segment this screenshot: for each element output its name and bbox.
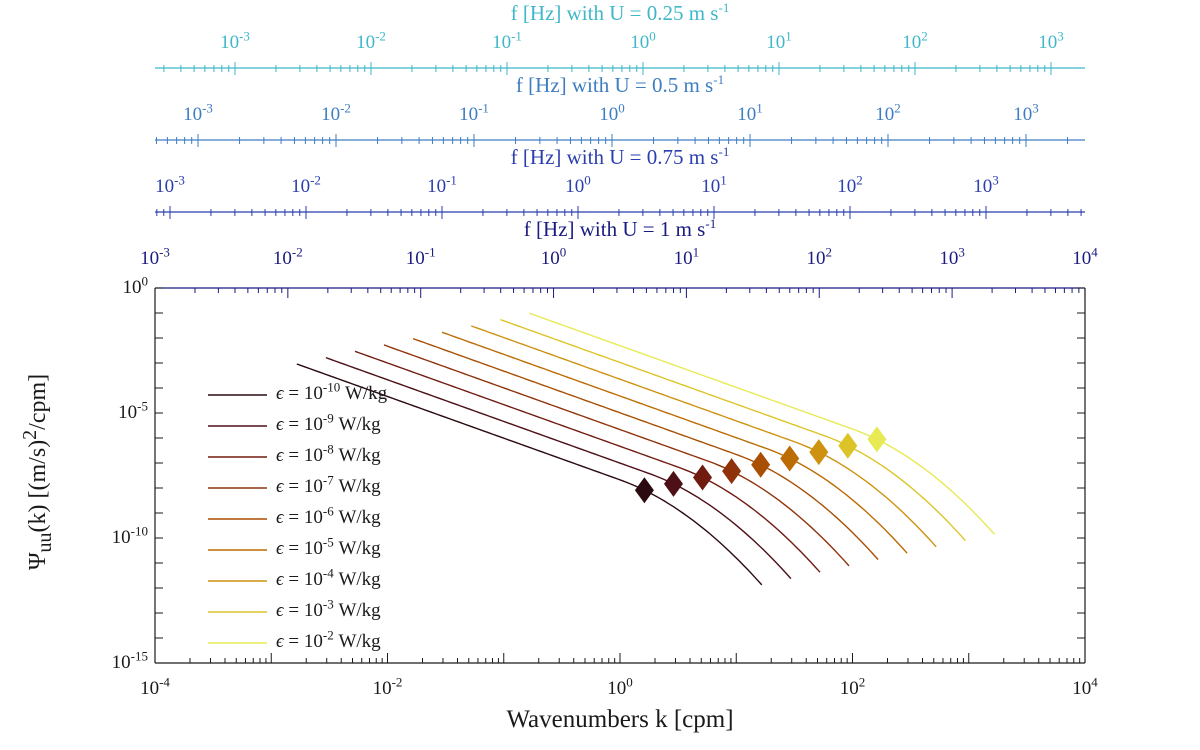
f-axis-u05-tick-label: 10-3 (183, 100, 213, 125)
legend-label-epsilon-1e-10: ϵ = 10-10 W/kg (276, 379, 388, 404)
x-tick-label: 104 (1072, 674, 1098, 699)
x-tick-label: 10-2 (372, 674, 403, 699)
f-axis-u075-title: f [Hz] with U = 0.75 m s-1 (510, 144, 730, 169)
x-tick-label: 102 (839, 674, 866, 699)
y-tick-label: 10-15 (111, 648, 148, 673)
f-axis-u025-tick-label: 10-2 (356, 28, 386, 53)
f-axis-u075-tick-label: 100 (565, 172, 591, 197)
spectrum-curve-epsilon-1e-9 (325, 356, 792, 580)
f-axis-u075-tick-label: 10-2 (291, 172, 321, 197)
f-axis-u1-tick-label: 101 (673, 244, 700, 269)
f-axis-u075-tick-label: 10-1 (427, 172, 457, 197)
f-axis-u025-tick-label: 101 (766, 28, 792, 53)
f-axis-u05-title: f [Hz] with U = 0.5 m s-1 (515, 72, 725, 97)
spectrum-curve-epsilon-1e-3 (500, 318, 966, 541)
f-axis-u05-tick-label: 103 (1013, 100, 1039, 125)
f-axis-u1-tick-label: 103 (939, 244, 965, 269)
spectrum-curve-epsilon-1e-6 (412, 337, 879, 560)
spectrum-curve-epsilon-1e-8 (354, 350, 821, 573)
spectrum-curve-epsilon-1e-2 (529, 312, 995, 535)
legend-label-epsilon-1e-8: ϵ = 10-8 W/kg (276, 441, 381, 466)
spectrum-marker-epsilon-1e-5 (780, 445, 800, 472)
f-axis-u025-tick-label: 102 (902, 28, 928, 53)
spectrum-marker-epsilon-1e-2 (867, 426, 887, 453)
spectrum-marker-epsilon-1e-3 (838, 432, 858, 459)
f-axis-u025-tick-label: 103 (1038, 28, 1064, 53)
spectrum-curve-epsilon-1e-4 (470, 325, 937, 548)
f-axis-u1-tick-label: 102 (806, 244, 833, 269)
y-tick-label: 10-10 (111, 523, 148, 548)
f-axis-u1-title: f [Hz] with U = 1 m s-1 (523, 216, 717, 241)
legend-label-epsilon-1e-7: ϵ = 10-7 W/kg (276, 472, 381, 497)
f-axis-u05-tick-label: 10-1 (459, 100, 489, 125)
spectrum-marker-epsilon-1e-6 (751, 451, 771, 478)
spectrum-marker-epsilon-1e-8 (693, 464, 713, 491)
legend-label-epsilon-1e-2: ϵ = 10-2 W/kg (276, 627, 381, 652)
f-axis-u025-title: f [Hz] with U = 0.25 m s-1 (510, 0, 730, 25)
f-axis-u075-tick-label: 103 (973, 172, 999, 197)
spectrum-curve-epsilon-1e-10 (296, 363, 763, 586)
f-axis-u025-tick-label: 10-1 (492, 28, 522, 53)
f-axis-u075-tick-label: 101 (701, 172, 727, 197)
y-tick-label: 10-5 (118, 398, 148, 423)
spectrum-marker-epsilon-1e-4 (809, 439, 829, 466)
x-tick-label: 10-4 (140, 674, 170, 699)
legend-label-epsilon-1e-5: ϵ = 10-5 W/kg (276, 534, 381, 559)
f-axis-u05-tick-label: 10-2 (321, 100, 351, 125)
x-axis-label: Wavenumbers k [cpm] (506, 706, 734, 733)
f-axis-u075-tick-label: 102 (837, 172, 863, 197)
y-tick-label: 100 (122, 273, 149, 298)
spectrum-curve-epsilon-1e-7 (383, 344, 850, 567)
spectrum-marker-epsilon-1e-7 (722, 458, 742, 485)
f-axis-u1-tick-label: 100 (540, 244, 567, 269)
legend-label-epsilon-1e-4: ϵ = 10-4 W/kg (276, 565, 381, 590)
f-axis-u05-tick-label: 102 (875, 100, 901, 125)
f-axis-u05-tick-label: 101 (737, 100, 763, 125)
legend-label-epsilon-1e-6: ϵ = 10-6 W/kg (276, 503, 381, 528)
f-axis-u025-tick-label: 100 (630, 28, 656, 53)
legend-label-epsilon-1e-9: ϵ = 10-9 W/kg (276, 410, 381, 435)
f-axis-u1-tick-label: 104 (1072, 244, 1098, 269)
y-axis-label: Ψuu(k) [(m/s)2/cpm] (19, 373, 56, 571)
f-axis-u1-tick-label: 10-1 (405, 244, 436, 269)
spectrum-marker-epsilon-1e-10 (634, 477, 654, 504)
spectrum-curve-epsilon-1e-5 (441, 331, 908, 554)
f-axis-u025-tick-label: 10-3 (220, 28, 250, 53)
f-axis-u1-tick-label: 10-2 (272, 244, 303, 269)
f-axis-u05-tick-label: 100 (599, 100, 625, 125)
x-tick-label: 100 (607, 674, 633, 699)
spectrum-marker-epsilon-1e-9 (663, 470, 683, 497)
legend-label-epsilon-1e-3: ϵ = 10-3 W/kg (276, 596, 381, 621)
f-axis-u1-tick-label: 10-3 (140, 244, 170, 269)
f-axis-u075-tick-label: 10-3 (155, 172, 185, 197)
